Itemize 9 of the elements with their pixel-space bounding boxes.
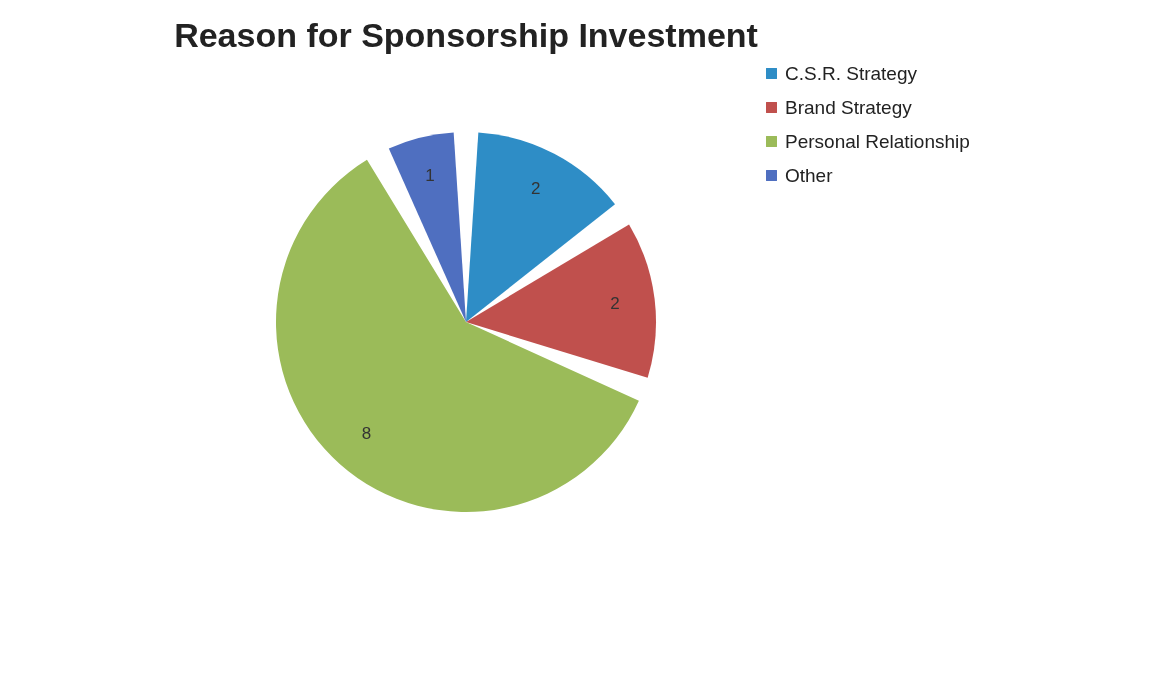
chart-title: Reason for Sponsorship Investment [174, 16, 758, 54]
data-label: 2 [610, 293, 620, 313]
legend-label: Personal Relationship [785, 130, 970, 152]
legend-label: Other [785, 164, 834, 186]
legend-label: Brand Strategy [785, 96, 913, 118]
data-label: 2 [530, 179, 541, 199]
legend-label: C.S.R. Strategy [785, 62, 918, 84]
data-label: 8 [361, 424, 372, 444]
data-label: 1 [425, 166, 435, 186]
